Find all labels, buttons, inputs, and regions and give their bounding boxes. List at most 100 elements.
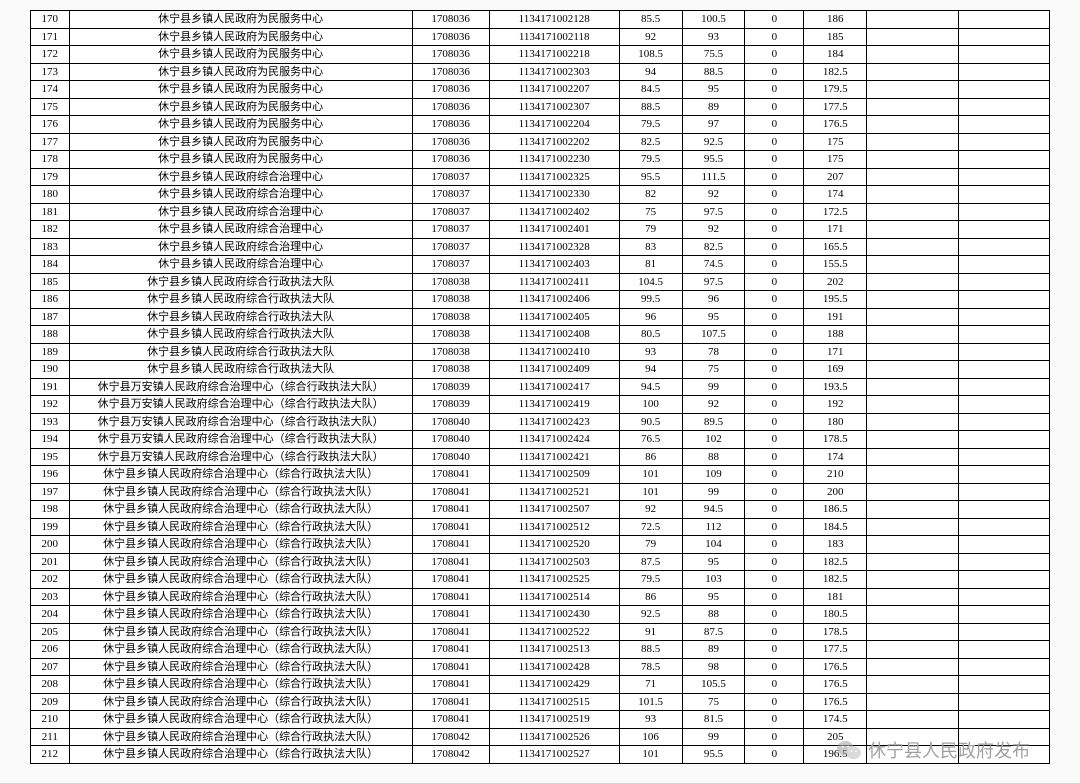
cell [958, 238, 1049, 256]
cell: 82.5 [619, 133, 682, 151]
cell: 98 [682, 658, 745, 676]
cell: 86 [619, 588, 682, 606]
cell [958, 676, 1049, 694]
table-row: 201休宁县乡镇人民政府综合治理中心（综合行政执法大队）170804111341… [31, 553, 1050, 571]
cell: 0 [745, 81, 804, 99]
cell [958, 571, 1049, 589]
cell: 1134171002507 [489, 501, 619, 519]
cell: 92.5 [619, 606, 682, 624]
cell: 189 [31, 343, 70, 361]
cell [958, 378, 1049, 396]
table-row: 195休宁县万安镇人民政府综合治理中心（综合行政执法大队）17080401134… [31, 448, 1050, 466]
cell: 75 [682, 361, 745, 379]
cell: 1134171002207 [489, 81, 619, 99]
cell: 95 [682, 81, 745, 99]
cell: 97.5 [682, 273, 745, 291]
cell: 178.5 [804, 431, 867, 449]
table-row: 197休宁县乡镇人民政府综合治理中心（综合行政执法大队）170804111341… [31, 483, 1050, 501]
table-row: 175休宁县乡镇人民政府为民服务中心1708036113417100230788… [31, 98, 1050, 116]
cell: 101 [619, 483, 682, 501]
cell: 170 [31, 11, 70, 29]
cell: 0 [745, 238, 804, 256]
cell: 1708038 [412, 273, 489, 291]
cell: 休宁县万安镇人民政府综合治理中心（综合行政执法大队） [69, 413, 412, 431]
cell [958, 81, 1049, 99]
table-row: 176休宁县乡镇人民政府为民服务中心1708036113417100220479… [31, 116, 1050, 134]
cell: 1134171002513 [489, 641, 619, 659]
cell: 155.5 [804, 256, 867, 274]
cell: 1708037 [412, 238, 489, 256]
cell: 0 [745, 308, 804, 326]
cell: 1708036 [412, 133, 489, 151]
cell: 1708040 [412, 413, 489, 431]
cell: 0 [745, 396, 804, 414]
cell: 76.5 [619, 431, 682, 449]
cell: 211 [31, 728, 70, 746]
cell [958, 291, 1049, 309]
cell: 1708041 [412, 658, 489, 676]
cell [867, 256, 958, 274]
cell: 1708041 [412, 536, 489, 554]
cell: 0 [745, 203, 804, 221]
cell: 休宁县乡镇人民政府综合治理中心（综合行政执法大队） [69, 623, 412, 641]
cell: 176.5 [804, 693, 867, 711]
cell: 休宁县乡镇人民政府为民服务中心 [69, 98, 412, 116]
table-row: 171休宁县乡镇人民政府为民服务中心1708036113417100211892… [31, 28, 1050, 46]
cell: 1134171002330 [489, 186, 619, 204]
cell: 186.5 [804, 501, 867, 519]
cell: 休宁县乡镇人民政府综合行政执法大队 [69, 343, 412, 361]
cell: 87.5 [619, 553, 682, 571]
cell: 1708036 [412, 63, 489, 81]
cell: 192 [31, 396, 70, 414]
cell [867, 168, 958, 186]
cell: 0 [745, 483, 804, 501]
cell: 1134171002204 [489, 116, 619, 134]
cell: 0 [745, 431, 804, 449]
cell [867, 483, 958, 501]
cell: 1708041 [412, 501, 489, 519]
cell: 0 [745, 588, 804, 606]
table-row: 186休宁县乡镇人民政府综合行政执法大队17080381134171002406… [31, 291, 1050, 309]
cell: 192 [804, 396, 867, 414]
cell: 72.5 [619, 518, 682, 536]
table-row: 196休宁县乡镇人民政府综合治理中心（综合行政执法大队）170804111341… [31, 466, 1050, 484]
cell: 75 [619, 203, 682, 221]
cell [958, 711, 1049, 729]
table-row: 203休宁县乡镇人民政府综合治理中心（综合行政执法大队）170804111341… [31, 588, 1050, 606]
cell [867, 693, 958, 711]
cell: 0 [745, 693, 804, 711]
cell: 96 [682, 291, 745, 309]
cell: 1134171002410 [489, 343, 619, 361]
cell: 94 [619, 361, 682, 379]
cell: 88.5 [619, 641, 682, 659]
table-row: 173休宁县乡镇人民政府为民服务中心1708036113417100230394… [31, 63, 1050, 81]
cell: 0 [745, 273, 804, 291]
cell [867, 46, 958, 64]
cell [867, 711, 958, 729]
table-row: 190休宁县乡镇人民政府综合行政执法大队17080381134171002409… [31, 361, 1050, 379]
cell: 191 [804, 308, 867, 326]
cell: 88.5 [682, 63, 745, 81]
cell: 188 [804, 326, 867, 344]
cell [958, 98, 1049, 116]
table-row: 172休宁县乡镇人民政府为民服务中心1708036113417100221810… [31, 46, 1050, 64]
cell: 201 [31, 553, 70, 571]
cell: 1134171002520 [489, 536, 619, 554]
cell: 1708038 [412, 326, 489, 344]
cell: 93 [619, 343, 682, 361]
cell: 休宁县乡镇人民政府为民服务中心 [69, 63, 412, 81]
cell: 185 [31, 273, 70, 291]
cell: 174.5 [804, 711, 867, 729]
cell: 88 [682, 448, 745, 466]
cell: 1708040 [412, 431, 489, 449]
cell: 休宁县乡镇人民政府综合治理中心 [69, 256, 412, 274]
cell: 1134171002514 [489, 588, 619, 606]
table-row: 181休宁县乡镇人民政府综合治理中心1708037113417100240275… [31, 203, 1050, 221]
cell [958, 588, 1049, 606]
cell: 92 [619, 501, 682, 519]
cell: 1708036 [412, 151, 489, 169]
cell [958, 343, 1049, 361]
cell: 休宁县乡镇人民政府综合治理中心（综合行政执法大队） [69, 746, 412, 764]
table-row: 192休宁县万安镇人民政府综合治理中心（综合行政执法大队）17080391134… [31, 396, 1050, 414]
cell: 1708036 [412, 98, 489, 116]
